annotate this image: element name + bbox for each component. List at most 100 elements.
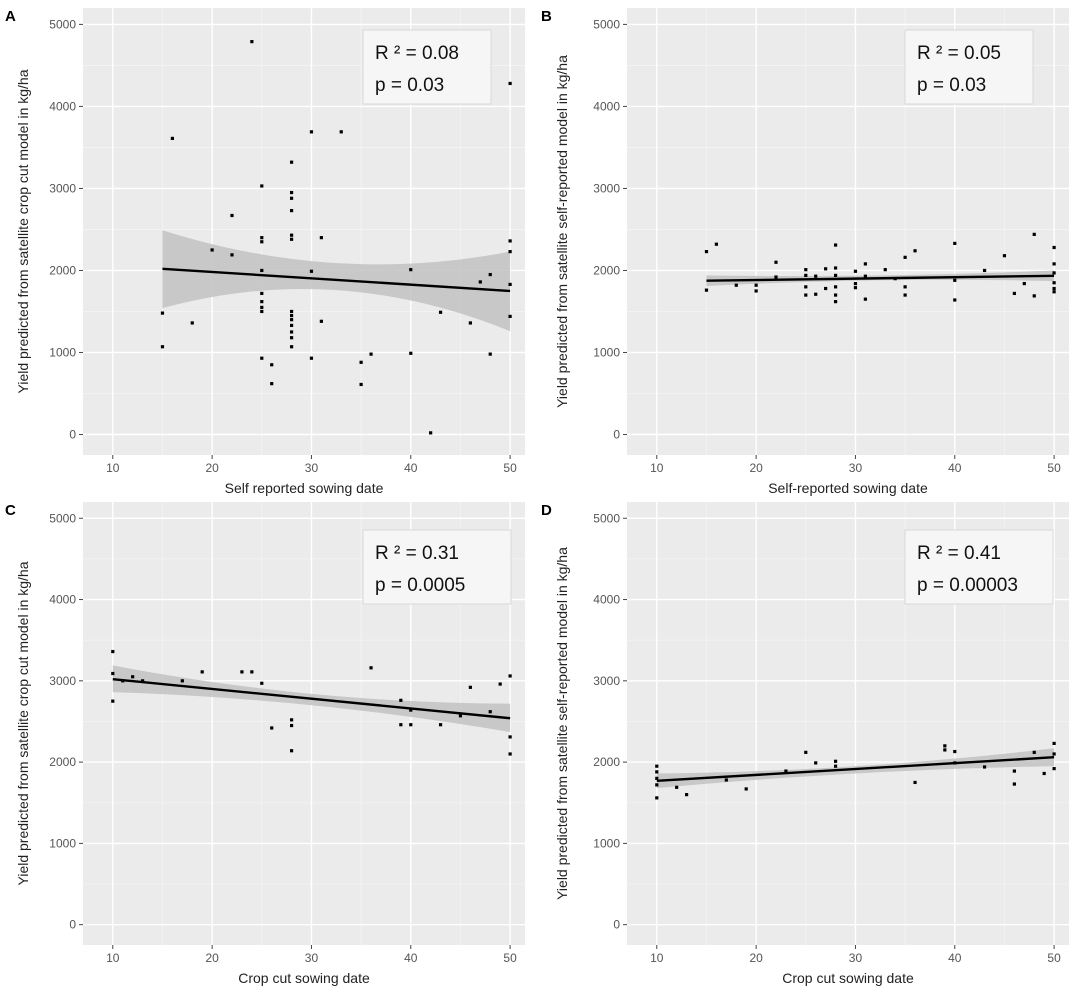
data-point — [804, 750, 808, 754]
data-point — [260, 236, 264, 240]
data-point — [289, 323, 294, 328]
y-tick-label: 3000 — [593, 674, 620, 688]
data-point — [863, 297, 867, 301]
x-tick-label: 50 — [503, 461, 517, 475]
x-tick-label: 20 — [205, 951, 219, 965]
data-point — [953, 278, 957, 282]
data-point — [833, 266, 838, 270]
data-point — [655, 764, 659, 768]
data-point — [863, 262, 867, 266]
panel-b: B 10 20 30 40 50 0 1000 2000 3000 4000 5000 R ² = 0.… — [541, 8, 1069, 496]
data-point — [359, 382, 363, 387]
data-point — [260, 240, 264, 244]
data-point — [180, 679, 184, 683]
data-point — [260, 309, 264, 314]
y-axis-title: Yield predicted from satellite crop cut … — [15, 561, 31, 885]
data-point — [774, 260, 778, 264]
r-squared-label: R ² = 0.41 — [917, 543, 1001, 564]
y-tick-label: 1000 — [49, 836, 76, 850]
data-point — [655, 783, 659, 787]
y-tick-label: 3000 — [49, 674, 76, 688]
data-point — [1052, 286, 1056, 291]
data-point — [508, 752, 512, 756]
panel-c: C 10 20 30 40 50 0 1000 2000 3000 4000 5000 R ² = 0.… — [5, 502, 525, 986]
x-tick-label: 50 — [503, 951, 517, 965]
data-point — [943, 744, 947, 748]
y-tick-label: 3000 — [593, 181, 620, 195]
data-point — [468, 685, 472, 689]
data-point — [369, 352, 373, 356]
data-point — [488, 352, 492, 356]
data-point — [170, 136, 174, 141]
data-point — [289, 313, 294, 318]
data-point — [903, 293, 907, 297]
data-point — [655, 776, 659, 780]
data-point — [250, 40, 254, 44]
r-squared-label: R ² = 0.08 — [375, 43, 459, 64]
data-point — [289, 190, 294, 195]
data-point — [833, 759, 838, 763]
data-point — [131, 675, 135, 679]
x-axis-title: Self-reported sowing date — [768, 480, 928, 496]
p-value-label: p = 0.03 — [375, 75, 444, 96]
data-point — [289, 318, 294, 322]
data-point — [260, 268, 264, 273]
data-point — [804, 268, 808, 272]
data-point — [369, 666, 373, 670]
data-point — [943, 748, 947, 752]
data-point — [260, 291, 264, 296]
stats-annotation-box — [904, 29, 1034, 105]
data-point — [488, 272, 492, 277]
data-point — [289, 330, 294, 334]
data-point — [508, 81, 512, 86]
panel-letter: C — [5, 502, 16, 519]
x-tick-label: 40 — [948, 951, 962, 965]
data-point — [270, 382, 274, 386]
y-tick-label: 0 — [69, 427, 76, 441]
data-point — [409, 351, 413, 355]
data-point — [1012, 291, 1016, 296]
data-point — [260, 681, 264, 685]
x-tick-label: 40 — [404, 461, 418, 475]
data-point — [833, 300, 838, 304]
data-point — [655, 796, 659, 800]
stats-annotation-box — [362, 29, 492, 105]
data-point — [853, 286, 858, 290]
data-point — [675, 785, 679, 789]
x-tick-label: 10 — [650, 951, 664, 965]
data-point — [508, 674, 512, 678]
data-point — [1042, 771, 1046, 776]
data-point — [160, 345, 165, 349]
y-tick-label: 2000 — [593, 755, 620, 769]
data-point — [833, 764, 838, 768]
r-squared-label: R ² = 0.05 — [917, 43, 1001, 64]
data-point — [982, 765, 987, 769]
data-point — [853, 269, 858, 273]
data-point — [319, 236, 323, 240]
data-point — [438, 723, 443, 727]
data-point — [399, 698, 403, 702]
data-point — [359, 360, 363, 364]
data-point — [863, 274, 867, 278]
data-point — [508, 249, 512, 254]
data-point — [111, 649, 115, 654]
data-point — [804, 285, 808, 289]
data-point — [289, 196, 294, 200]
y-axis-title: Yield predicted from satellite crop cut … — [15, 69, 31, 393]
data-point — [814, 292, 818, 296]
data-point — [953, 761, 957, 765]
data-point — [1032, 750, 1036, 754]
data-point — [982, 268, 987, 273]
data-point — [833, 273, 838, 277]
data-point — [399, 723, 403, 727]
x-tick-label: 20 — [749, 951, 763, 965]
y-axis-title: Yield predicted from satellite self-repo… — [554, 55, 570, 408]
y-tick-label: 4000 — [49, 593, 76, 607]
data-point — [1052, 741, 1056, 746]
data-point — [289, 749, 294, 753]
data-point — [754, 289, 758, 293]
x-tick-label: 40 — [404, 951, 418, 965]
data-point — [240, 670, 244, 674]
data-point — [111, 699, 115, 703]
regression-line — [656, 756, 1055, 783]
